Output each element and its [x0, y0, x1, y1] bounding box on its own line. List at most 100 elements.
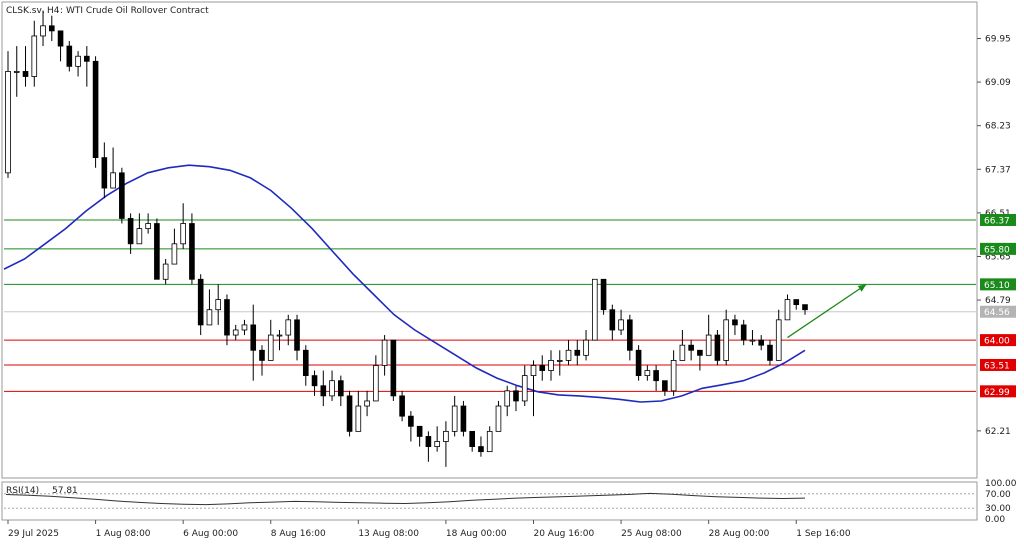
candle[interactable] [574, 340, 581, 366]
candle[interactable] [320, 370, 327, 407]
candle[interactable] [556, 350, 563, 376]
candle[interactable] [548, 350, 554, 381]
candle[interactable] [644, 365, 651, 381]
candle[interactable] [311, 370, 318, 396]
candle[interactable] [679, 329, 686, 361]
candle[interactable] [285, 314, 292, 346]
candle[interactable] [57, 30, 64, 62]
candle[interactable] [583, 329, 589, 361]
candle[interactable] [66, 41, 73, 72]
candle[interactable] [40, 10, 46, 47]
candle[interactable] [732, 314, 738, 336]
candle[interactable] [513, 385, 519, 412]
candle[interactable] [206, 289, 213, 326]
candle[interactable] [723, 309, 729, 366]
candle[interactable] [478, 436, 484, 457]
chart-header-separator: , [42, 6, 45, 16]
candle[interactable] [48, 15, 55, 42]
candle[interactable] [75, 51, 81, 77]
candle[interactable] [714, 329, 721, 366]
candle[interactable] [618, 309, 624, 336]
candle[interactable] [416, 425, 423, 447]
candle[interactable] [136, 213, 143, 245]
candle[interactable] [425, 431, 432, 462]
candle[interactable] [775, 309, 782, 361]
candle[interactable] [92, 56, 99, 168]
candle[interactable] [276, 329, 283, 351]
candle[interactable] [530, 360, 537, 417]
candle[interactable] [784, 294, 791, 321]
candle[interactable] [521, 365, 528, 407]
candle[interactable] [267, 319, 274, 361]
candles-layer[interactable] [5, 10, 808, 467]
candle[interactable] [627, 314, 633, 361]
candle[interactable] [189, 213, 195, 285]
candle[interactable] [302, 345, 309, 386]
candle[interactable] [241, 319, 248, 336]
candle[interactable] [609, 304, 616, 341]
candle[interactable] [31, 20, 38, 87]
candle[interactable] [460, 400, 467, 437]
candle[interactable] [224, 294, 230, 346]
candle[interactable] [635, 345, 642, 381]
candle[interactable] [539, 355, 546, 381]
candle[interactable] [180, 203, 186, 249]
candle[interactable] [408, 411, 414, 442]
candle[interactable] [232, 324, 239, 341]
candle[interactable] [13, 46, 20, 97]
candle[interactable] [346, 390, 353, 437]
candle[interactable] [390, 339, 397, 401]
candle[interactable] [338, 375, 344, 407]
candle[interactable] [373, 355, 379, 402]
candle[interactable] [127, 213, 134, 254]
candle[interactable] [162, 259, 169, 285]
candle[interactable] [154, 218, 160, 280]
candle[interactable] [101, 142, 108, 199]
candle[interactable] [504, 385, 511, 417]
candle[interactable] [697, 349, 703, 371]
candle[interactable] [495, 400, 502, 432]
candle[interactable] [705, 314, 712, 356]
candle[interactable] [434, 426, 440, 452]
candle[interactable] [215, 284, 222, 325]
candle[interactable] [688, 340, 694, 361]
candle[interactable] [110, 147, 116, 189]
candle[interactable] [250, 304, 257, 381]
price-axis[interactable]: 69.95 69.09 68.23 67.37 66.51 65.65 64.79 62.21… [977, 34, 1016, 437]
candle[interactable] [758, 335, 765, 351]
rsi-pane[interactable]: RSI(14) 57.81 [1, 481, 978, 521]
candle[interactable] [364, 390, 370, 417]
candle[interactable] [670, 350, 677, 396]
candle[interactable] [294, 314, 300, 361]
candle[interactable] [767, 340, 773, 366]
candle[interactable] [329, 370, 335, 401]
candle[interactable] [22, 46, 29, 87]
candle[interactable] [591, 278, 598, 341]
candle[interactable] [749, 329, 756, 346]
candle[interactable] [793, 299, 800, 310]
candle[interactable] [662, 380, 668, 396]
candle[interactable] [600, 278, 607, 315]
candle[interactable] [355, 390, 362, 432]
candle[interactable] [443, 421, 449, 467]
candle[interactable] [740, 319, 747, 346]
candle[interactable] [802, 304, 808, 315]
candle[interactable] [171, 228, 178, 265]
main-price-pane[interactable]: CLSK.sv , H4 : WTI Crude Oil Rollover Co… [1, 1, 978, 479]
candle[interactable] [197, 274, 204, 336]
candle[interactable] [381, 335, 388, 376]
candle[interactable] [399, 390, 405, 422]
candle[interactable] [653, 365, 659, 391]
candle[interactable] [469, 430, 475, 452]
time-axis[interactable]: 29 Jul 2025 1 Aug 08:00 6 Aug 00:00 8 Aug 1… [7, 520, 851, 539]
candle[interactable] [565, 340, 572, 366]
candle[interactable] [451, 395, 458, 437]
candle[interactable] [145, 213, 151, 234]
candle[interactable] [259, 345, 265, 376]
candle[interactable] [119, 167, 125, 224]
candle[interactable] [486, 426, 493, 453]
candle[interactable] [84, 46, 90, 87]
candle[interactable] [5, 51, 11, 178]
